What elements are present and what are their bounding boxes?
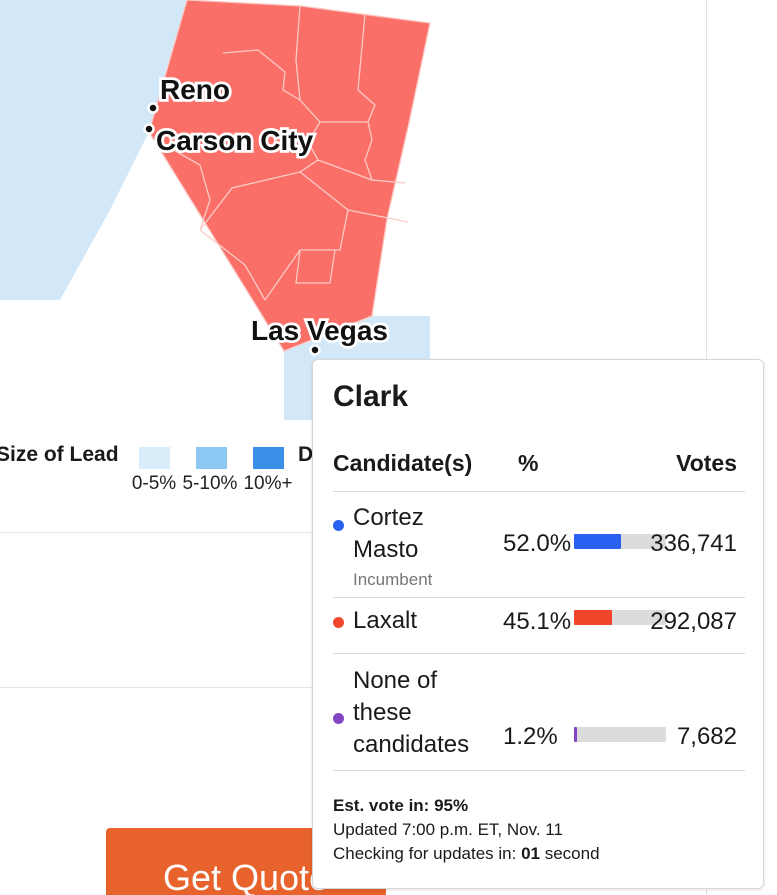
svg-text:Carson City: Carson City: [156, 125, 314, 156]
svg-text:Las Vegas: Las Vegas: [251, 315, 388, 346]
svg-text:Reno: Reno: [160, 74, 230, 105]
